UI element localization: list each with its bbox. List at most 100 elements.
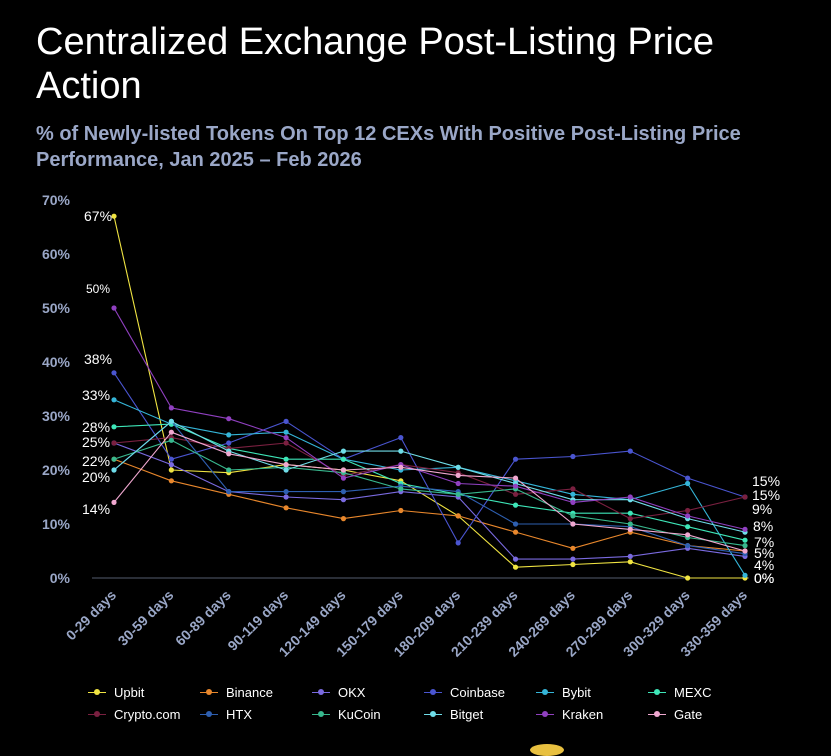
data-point — [685, 513, 691, 519]
legend-swatch — [648, 710, 666, 717]
y-tick-label: 0% — [50, 570, 71, 586]
end-value-label: 15% — [752, 487, 780, 503]
start-value-label: 14% — [82, 501, 110, 517]
data-point — [570, 556, 576, 562]
data-point — [570, 453, 576, 460]
data-point — [512, 556, 519, 562]
legend-item: Kraken — [536, 706, 648, 722]
data-point — [627, 553, 633, 560]
data-point — [570, 513, 576, 519]
legend-label: HTX — [226, 706, 252, 722]
series-line — [113, 431, 746, 552]
data-point — [627, 559, 633, 565]
data-point — [570, 561, 576, 568]
legend-item: OKX — [312, 684, 424, 700]
data-point — [111, 397, 117, 403]
start-value-label: 67% — [84, 208, 112, 224]
data-point — [512, 475, 519, 481]
data-point — [685, 524, 691, 530]
y-tick-label: 50% — [42, 300, 71, 316]
legend-label: KuCoin — [338, 706, 381, 722]
y-tick-label: 10% — [42, 516, 71, 532]
legend-item: Crypto.com — [88, 706, 200, 722]
data-point — [398, 464, 404, 470]
data-point — [111, 456, 117, 462]
end-value-label: 8% — [753, 518, 773, 534]
legend-item: Binance — [200, 684, 312, 700]
start-value-label: 28% — [82, 419, 110, 435]
data-point — [168, 437, 174, 443]
data-point — [455, 491, 461, 497]
series-line — [113, 420, 746, 533]
data-point — [512, 456, 519, 462]
data-point — [340, 456, 347, 462]
chart-title: Centralized Exchange Post-Listing Price … — [36, 21, 715, 107]
data-point — [226, 489, 232, 495]
data-point — [455, 513, 461, 519]
legend-swatch — [88, 710, 106, 717]
legend-label: MEXC — [674, 684, 712, 700]
data-point — [455, 464, 461, 470]
series-line — [113, 307, 746, 530]
data-point — [742, 543, 748, 549]
data-point — [512, 502, 519, 508]
y-axis: 0% 10% 20% 30% 40% 50% 60% 70% — [42, 192, 749, 586]
data-point — [685, 507, 691, 514]
data-point — [512, 529, 519, 535]
data-point — [627, 448, 633, 454]
data-point — [283, 429, 289, 435]
data-point — [685, 575, 691, 581]
start-value-label: 20% — [82, 469, 110, 485]
data-point — [226, 432, 232, 438]
end-value-label: 0% — [754, 570, 774, 586]
logo-fragment — [530, 744, 564, 756]
data-point — [283, 505, 289, 511]
data-point — [570, 491, 576, 497]
data-point — [570, 486, 576, 492]
data-point — [111, 467, 117, 473]
legend-label: OKX — [338, 684, 366, 700]
y-tick-label: 30% — [42, 408, 71, 424]
data-point — [398, 435, 404, 441]
legend-label: Gate — [674, 706, 703, 722]
data-point — [570, 521, 576, 527]
legend-item: KuCoin — [312, 706, 424, 722]
chart-subtitle: % of Newly-listed Tokens On Top 12 CEXs … — [36, 123, 741, 171]
data-point — [111, 213, 117, 219]
data-point — [283, 418, 289, 424]
data-point — [398, 448, 404, 454]
legend-swatch — [200, 710, 218, 717]
start-value-label: 22% — [82, 453, 110, 469]
data-point — [111, 424, 117, 430]
data-point — [226, 451, 232, 457]
legend-swatch — [312, 710, 330, 717]
data-point — [226, 467, 232, 473]
x-tick-label: 30-59 days — [115, 587, 177, 649]
data-point — [340, 475, 347, 481]
legend-item: Bybit — [536, 684, 648, 700]
data-point — [627, 494, 633, 500]
series-upbit — [111, 213, 748, 581]
start-value-label: 50% — [86, 282, 110, 296]
data-point — [455, 472, 461, 478]
legend-swatch — [424, 688, 442, 695]
data-point — [340, 489, 347, 495]
data-point — [340, 448, 347, 454]
data-point — [627, 526, 633, 533]
series-line — [113, 399, 746, 576]
series-line — [113, 439, 746, 547]
data-point — [111, 440, 117, 446]
legend-label: Coinbase — [450, 684, 505, 700]
end-value-label: 15% — [752, 473, 780, 489]
legend-swatch — [424, 710, 442, 717]
data-point — [455, 540, 461, 546]
legend-label: Crypto.com — [114, 706, 181, 722]
series-line — [113, 216, 745, 579]
legend-item: Upbit — [88, 684, 200, 700]
legend-swatch — [88, 688, 106, 695]
legend-label: Binance — [226, 684, 273, 700]
data-point — [512, 491, 519, 497]
data-point — [168, 418, 174, 424]
legend-label: Kraken — [562, 706, 604, 722]
